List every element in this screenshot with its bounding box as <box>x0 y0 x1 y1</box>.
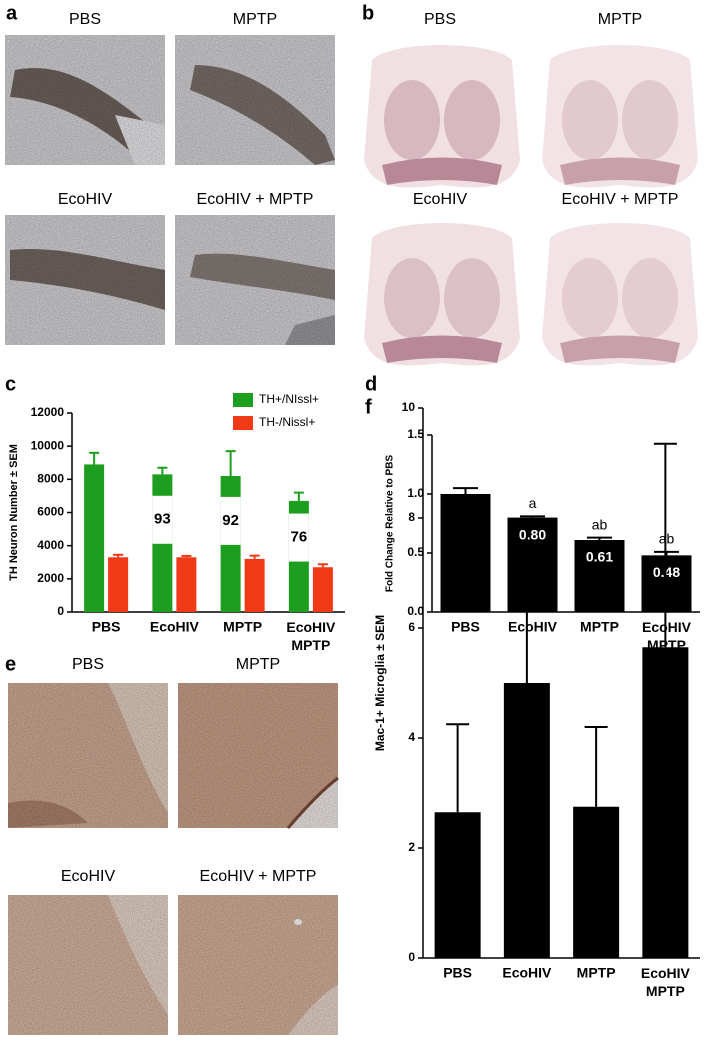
x-tick-label: PBS <box>92 619 121 635</box>
bar <box>507 517 558 612</box>
y-tick-label: 0.0 <box>407 604 424 618</box>
legend-swatch <box>233 393 253 407</box>
y-tick-label: 2 <box>408 840 415 854</box>
value-label: 0.80 <box>519 526 546 542</box>
bar <box>503 683 550 958</box>
y-tick-label: 4000 <box>37 538 64 552</box>
legend-label: TH-/Nissl+ <box>259 415 315 429</box>
brain-section <box>542 223 698 366</box>
x-tick-label: EcoHIV <box>508 619 558 635</box>
brain-section <box>364 45 520 188</box>
y-tick-label: 6000 <box>37 505 64 519</box>
y-tick-label: 0 <box>408 950 415 964</box>
micrograph-group <box>5 35 335 345</box>
y-tick-label: 0 <box>57 604 64 618</box>
y-axis-label: Mac-1+ Microglia ± SEM <box>373 615 387 751</box>
value-label: 0.48 <box>653 564 680 580</box>
x-tick-label: MPTP <box>580 619 619 635</box>
x-tick-label: EcoHIV <box>502 965 552 981</box>
x-tick-label: EcoHIV <box>150 619 200 635</box>
panel-letter: d <box>365 373 377 395</box>
panel-letter: b <box>362 2 374 24</box>
image-label: PBS <box>72 656 104 673</box>
micrograph <box>8 683 168 828</box>
y-tick-label: 0.5 <box>407 545 424 559</box>
micrograph-group <box>8 683 339 1035</box>
panel-letter: e <box>5 653 16 675</box>
panel-letter: c <box>5 373 16 395</box>
micrograph <box>175 215 335 345</box>
brain-section <box>542 45 698 188</box>
label-backing <box>152 495 173 544</box>
bar-annotation: 92 <box>222 512 239 529</box>
image-label: EcoHIV <box>413 191 468 208</box>
legend-label: TH+/NIssl+ <box>259 392 319 406</box>
y-tick-label: 4 <box>408 730 415 744</box>
y-axis-label: Fold Change Relative to PBS <box>385 455 396 593</box>
image-label: EcoHIV + MPTP <box>562 191 679 208</box>
y-tick-label: 8 <box>408 510 415 524</box>
image-label: EcoHIV <box>58 191 113 208</box>
significance-label: a <box>529 495 537 511</box>
micrograph <box>5 215 165 345</box>
bar <box>312 567 333 612</box>
image-label: MPTP <box>236 656 280 673</box>
bar <box>84 464 105 612</box>
label-backing <box>288 513 309 562</box>
bar <box>176 557 197 612</box>
micrograph <box>8 895 168 1035</box>
micrograph <box>178 895 338 1035</box>
x-tick-label: EcoHIV MPTP <box>641 965 691 999</box>
panel-letter: a <box>6 2 18 24</box>
bar <box>574 540 625 612</box>
y-tick-label: 1.0 <box>407 486 424 500</box>
significance-label: ab <box>592 516 608 532</box>
legend-swatch <box>233 416 253 430</box>
image-label: EcoHIV + MPTP <box>200 868 317 885</box>
y-tick-label: 2000 <box>37 571 64 585</box>
image-label: EcoHIV <box>61 868 116 885</box>
micrograph <box>5 35 165 165</box>
significance-label: ab <box>659 531 675 547</box>
y-axis-label: TH Neuron Number ± SEM <box>8 444 20 581</box>
bar <box>108 557 129 612</box>
bar <box>244 558 265 612</box>
bar <box>573 806 620 958</box>
image-label: MPTP <box>598 11 642 28</box>
brain-section <box>364 223 520 366</box>
bar-annotation: 93 <box>154 511 171 528</box>
bar <box>434 812 481 958</box>
brain-section-group <box>364 45 698 366</box>
bar-annotation: 76 <box>291 529 308 546</box>
y-tick-label: 10000 <box>31 438 65 452</box>
bar <box>641 555 692 612</box>
y-tick-label: 8000 <box>37 472 64 486</box>
image-label: EcoHIV + MPTP <box>197 191 314 208</box>
x-tick-label: PBS <box>451 619 480 635</box>
micrograph <box>175 35 335 165</box>
x-tick-label: MPTP <box>577 965 616 981</box>
image-label: MPTP <box>233 11 277 28</box>
y-tick-label: 1.5 <box>407 427 424 441</box>
value-label: 0.61 <box>586 549 613 565</box>
y-tick-label: 6 <box>408 620 415 634</box>
x-tick-label: EcoHIV MPTP <box>286 619 336 653</box>
label-backing <box>220 496 241 545</box>
y-tick-label: 10 <box>402 400 416 414</box>
x-tick-label: PBS <box>443 965 472 981</box>
panel-letter: f <box>365 396 372 418</box>
micrograph <box>178 683 339 829</box>
y-tick-label: 12000 <box>31 405 65 419</box>
image-label: PBS <box>424 11 456 28</box>
image-label: PBS <box>69 11 101 28</box>
bar <box>440 494 491 612</box>
x-tick-label: MPTP <box>223 619 262 635</box>
bar <box>642 647 689 958</box>
